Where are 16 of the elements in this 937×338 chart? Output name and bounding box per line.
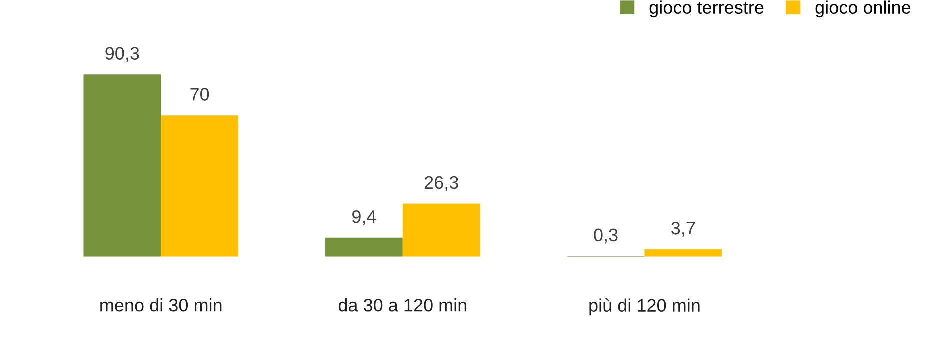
bar <box>84 74 162 257</box>
x-tick-label: da 30 a 120 min <box>338 298 466 312</box>
bar <box>326 238 403 257</box>
x-tick-label: meno di 30 min <box>100 298 222 312</box>
data-label: 0,3 <box>594 228 618 244</box>
bar <box>402 204 480 257</box>
data-label: 26,3 <box>424 176 458 192</box>
data-label: 90,3 <box>106 47 140 62</box>
data-label: 9,4 <box>352 210 376 226</box>
legend-label: gioco online <box>816 0 911 18</box>
legend-label: gioco terrestre <box>650 0 764 18</box>
bar <box>644 249 722 257</box>
data-label: 70 <box>190 88 210 101</box>
bar <box>161 116 238 257</box>
x-tick-label: più di 120 min <box>590 298 700 316</box>
data-label: 3,7 <box>672 222 696 237</box>
